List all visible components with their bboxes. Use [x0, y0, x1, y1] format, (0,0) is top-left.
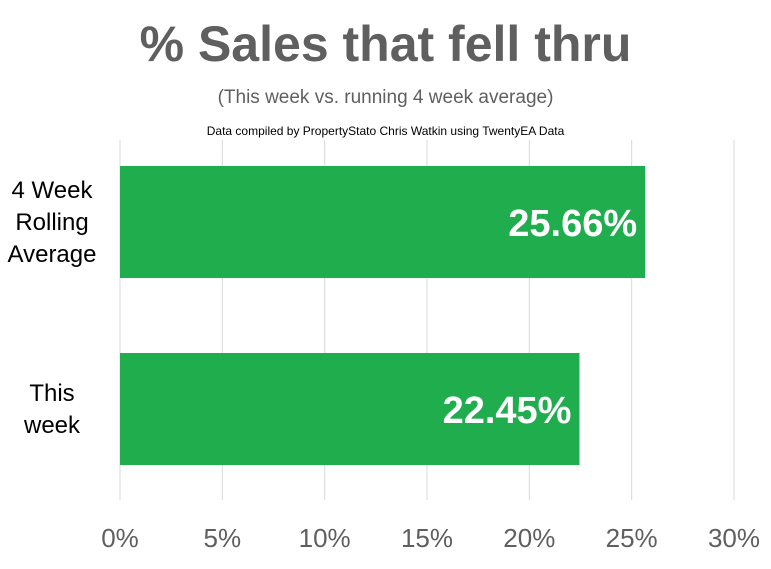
- category-label-line: This: [29, 380, 74, 407]
- category-label-1: This week: [23, 380, 81, 439]
- chart-title: % Sales that fell thru: [139, 16, 632, 72]
- category-label-line: week: [23, 412, 81, 439]
- chart-subtitle: (This week vs. running 4 week average): [217, 87, 554, 108]
- category-label-line: Rolling: [15, 209, 88, 236]
- x-tick-label-0: 0%: [101, 523, 139, 553]
- x-tick-label-4: 20%: [503, 523, 555, 553]
- x-tick-label-5: 25%: [606, 523, 658, 553]
- data-label-1: 22.45%: [443, 390, 572, 432]
- data-label-0: 25.66%: [508, 203, 637, 245]
- chart-credit: Data compiled by PropertyStato Chris Wat…: [206, 124, 565, 138]
- bar-0: [120, 166, 646, 278]
- x-tick-label-1: 5%: [204, 523, 242, 553]
- x-tick-label-2: 10%: [299, 523, 351, 553]
- x-tick-label-3: 15%: [401, 523, 453, 553]
- category-label-line: 4 Week: [12, 177, 94, 204]
- bar-1: [120, 353, 580, 465]
- x-tick-label-6: 30%: [708, 523, 760, 553]
- category-label-line: Average: [8, 241, 97, 268]
- category-label-0: 4 Week Rolling Average: [8, 177, 97, 268]
